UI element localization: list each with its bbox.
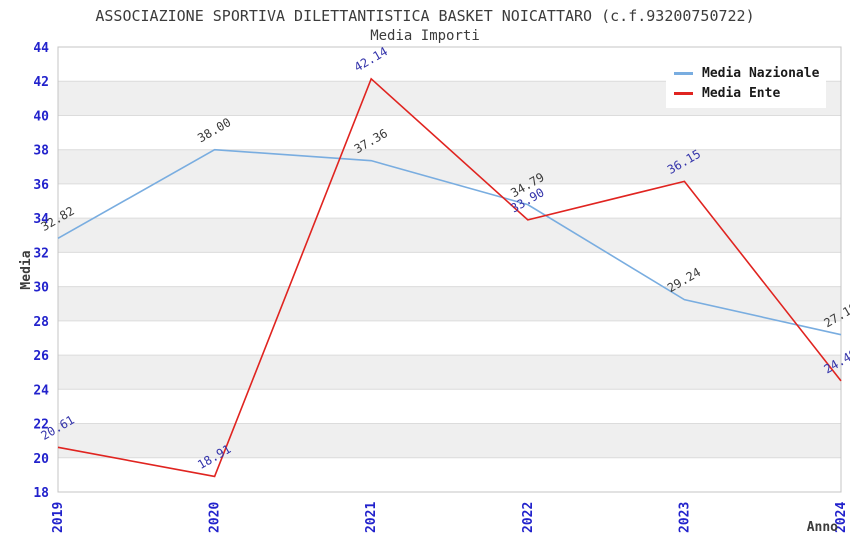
series-line-media-nazionale (57, 148, 842, 336)
y-tick-label: 34 (33, 212, 49, 227)
y-tick-label: 38 (33, 144, 49, 159)
plot-border (57, 46, 842, 493)
y-tick-label: 40 (33, 109, 49, 124)
chart-subtitle: Media Importi (370, 28, 480, 44)
y-tick-label: 36 (33, 178, 49, 193)
plot-band (58, 218, 841, 253)
data-label: 42.14 (352, 44, 390, 74)
y-tick-label: 30 (33, 281, 49, 296)
y-tick-label: 22 (33, 418, 49, 433)
y-tick-label: 26 (33, 349, 49, 364)
y-axis-label: Media (19, 250, 34, 289)
y-tick-label: 42 (33, 75, 49, 90)
x-tick-label: 2019 (51, 502, 66, 533)
legend-item-media-ente: Media Ente (674, 83, 820, 103)
x-tick-label: 2023 (677, 502, 692, 533)
x-axis-label: Anno (807, 520, 838, 535)
x-tick-label: 2022 (521, 502, 536, 533)
data-label: 38.00 (195, 115, 233, 145)
y-tick-label: 32 (33, 246, 49, 261)
y-tick-label: 44 (33, 41, 49, 56)
y-tick-label: 18 (33, 486, 49, 501)
x-tick-label: 2020 (208, 502, 223, 533)
data-label: 24.49 (822, 346, 850, 376)
chart-title: ASSOCIAZIONE SPORTIVA DILETTANTISTICA BA… (95, 7, 755, 25)
x-tick-label: 2021 (364, 502, 379, 533)
legend: Media Nazionale Media Ente (666, 60, 826, 108)
plot-band (58, 286, 841, 321)
y-tick-label: 24 (33, 383, 49, 398)
legend-label-media-nazionale: Media Nazionale (702, 65, 820, 81)
series-line-media-ente (57, 77, 842, 478)
y-tick-label: 28 (33, 315, 49, 330)
x-tick-label: 2024 (834, 502, 849, 533)
legend-item-media-nazionale: Media Nazionale (674, 63, 820, 83)
y-tick-label: 20 (33, 452, 49, 467)
media-nazionale-line-swatch (674, 71, 693, 75)
media-ente-line-swatch (674, 91, 693, 95)
plot-band (58, 149, 841, 184)
plot-band (58, 423, 841, 458)
plot-band (58, 355, 841, 390)
legend-label-media-ente: Media Ente (702, 85, 781, 101)
